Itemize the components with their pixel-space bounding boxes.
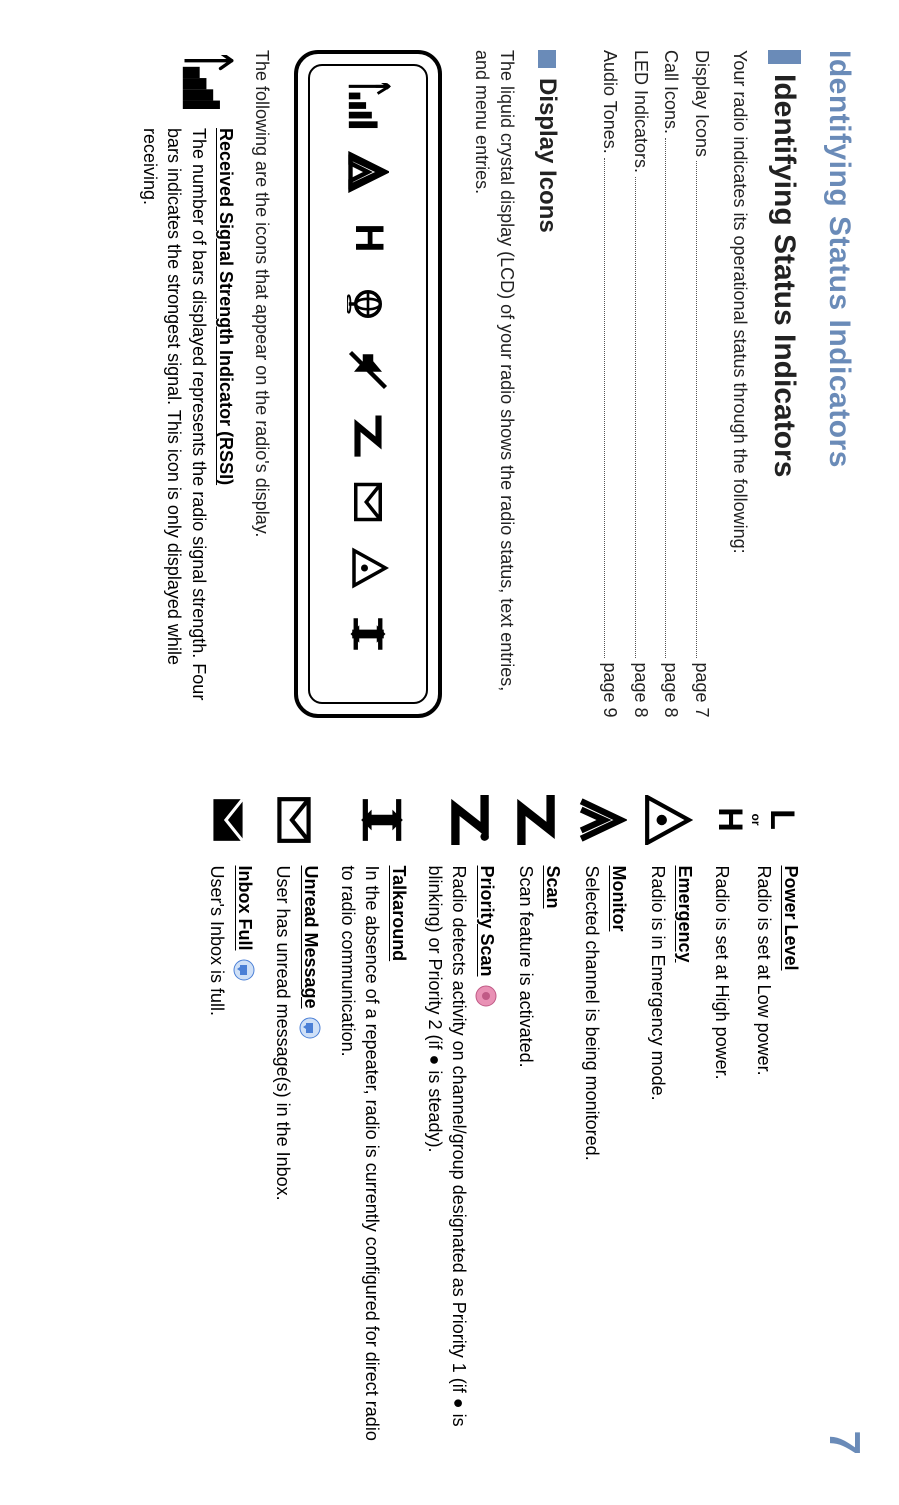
entry-title: Inbox Full	[233, 866, 255, 981]
toc-label: Audio Tones.	[595, 50, 626, 154]
lcd-frame: H	[294, 50, 442, 718]
toc-dots	[665, 138, 666, 658]
toc-dots	[604, 158, 605, 659]
toc-page: page 8	[625, 662, 656, 717]
entry-title: Received Signal Strength Indicator (RSSI…	[215, 128, 236, 485]
entry-title: Talkaround	[388, 866, 409, 962]
toc-page: page 8	[656, 662, 687, 717]
entry-emergency: Emergency Radio is in Emergency mode.	[643, 788, 695, 1456]
unread-icon	[344, 478, 392, 526]
priority-scan-icon	[423, 788, 498, 852]
entry-talkaround: Talkaround In the absence of a repeater,…	[335, 788, 409, 1456]
entry-title-text: Inbox Full	[234, 866, 255, 951]
lcd-description: The liquid crystal display (LCD) of your…	[470, 50, 519, 718]
entry-unread: Unread Message User has unread message(s…	[269, 788, 321, 1456]
scan-icon	[344, 412, 392, 460]
unread-message-icon	[269, 788, 321, 852]
entry-desc: Radio is in Emergency mode.	[646, 866, 670, 1456]
toc-row: Audio Tones. page 9	[595, 50, 626, 718]
emergency-icon	[643, 788, 695, 852]
gps-icon	[344, 280, 392, 328]
page-number-large: 7	[819, 1431, 869, 1455]
entry-desc: The number of bars displayed represents …	[138, 128, 211, 718]
entry-title: Priority Scan	[475, 866, 497, 1007]
rssi-icon	[138, 50, 236, 114]
entry-desc: Radio is set at High power.	[709, 866, 733, 1456]
entry-scan: Scan Scan feature is activated.	[511, 788, 563, 1456]
message-badge-icon	[299, 1017, 321, 1039]
power-low-icon: L	[765, 809, 799, 830]
intro-text: Your radio indicates its operational sta…	[729, 50, 750, 718]
toc-label: LED Indicators.	[625, 50, 656, 173]
toc-row: LED Indicators. page 8	[625, 50, 656, 718]
priority-dot-icon	[475, 985, 497, 1007]
toc-dots	[635, 177, 636, 658]
inbox-full-icon	[203, 788, 255, 852]
entry-rssi: Received Signal Strength Indicator (RSSI…	[138, 50, 236, 718]
toc-dots	[696, 161, 697, 658]
running-title: Identifying Status Indicators	[822, 50, 856, 468]
entry-desc: User's Inbox is full.	[205, 866, 229, 1456]
entry-desc: Scan feature is activated.	[514, 866, 538, 1456]
entry-desc: User has unread message(s) in the Inbox.	[271, 866, 295, 1456]
entry-title: Scan	[542, 866, 563, 909]
entry-power: L or H Power Level Radio is set at Low p…	[709, 788, 801, 1456]
icons-intro: The following are the icons that appear …	[250, 50, 274, 718]
toc-row: Call Icons. page 8	[656, 50, 687, 718]
entry-desc: Radio is set at Low power.	[752, 866, 776, 1456]
entry-title-text: Priority Scan	[476, 866, 497, 977]
page-title: Identifying Status Indicators	[768, 50, 801, 718]
entry-desc: In the absence of a repeater, radio is c…	[335, 866, 384, 1456]
entry-priority-scan: Priority Scan Radio detects activity on …	[423, 788, 498, 1456]
tone-disable-icon	[344, 346, 392, 394]
monitor-icon	[344, 148, 392, 196]
talkaround-icon	[335, 788, 409, 852]
toc-label: Call Icons.	[656, 50, 687, 134]
heading-text: Display Icons	[533, 78, 561, 233]
entry-inbox-full: Inbox Full User's Inbox is full.	[203, 788, 255, 1456]
lcd-inner: H	[308, 64, 428, 704]
or-label: or	[749, 814, 763, 826]
scan-icon	[511, 788, 563, 852]
entry-title: Unread Message	[299, 866, 321, 1039]
running-header: Identifying Status Indicators 7	[819, 50, 869, 1455]
entry-title: Monitor	[608, 866, 629, 932]
toc-row: Display Icons page 7	[686, 50, 717, 718]
talkaround-icon	[344, 610, 392, 658]
monitor-icon	[577, 788, 629, 852]
section-heading-display-icons: Display Icons	[533, 50, 561, 718]
message-badge-icon	[233, 959, 255, 981]
toc-page: page 7	[686, 662, 717, 717]
table-of-contents: Display Icons page 7 Call Icons. page 8 …	[595, 50, 717, 718]
power-h-icon: H	[344, 214, 392, 262]
entry-desc: Selected channel is being monitored.	[580, 866, 604, 1456]
entry-title: Power Level	[780, 866, 801, 971]
entry-monitor: Monitor Selected channel is being monito…	[577, 788, 629, 1456]
toc-page: page 9	[595, 662, 626, 717]
rssi-icon	[344, 82, 392, 130]
toc-label: Display Icons	[686, 50, 717, 157]
entry-desc: Radio detects activity on channel/group …	[423, 866, 472, 1456]
power-high-icon: H	[713, 807, 747, 832]
entry-title: Emergency	[674, 866, 695, 963]
entry-title-text: Unread Message	[300, 866, 321, 1009]
heading-square-icon	[538, 50, 556, 68]
emergency-icon	[344, 544, 392, 592]
